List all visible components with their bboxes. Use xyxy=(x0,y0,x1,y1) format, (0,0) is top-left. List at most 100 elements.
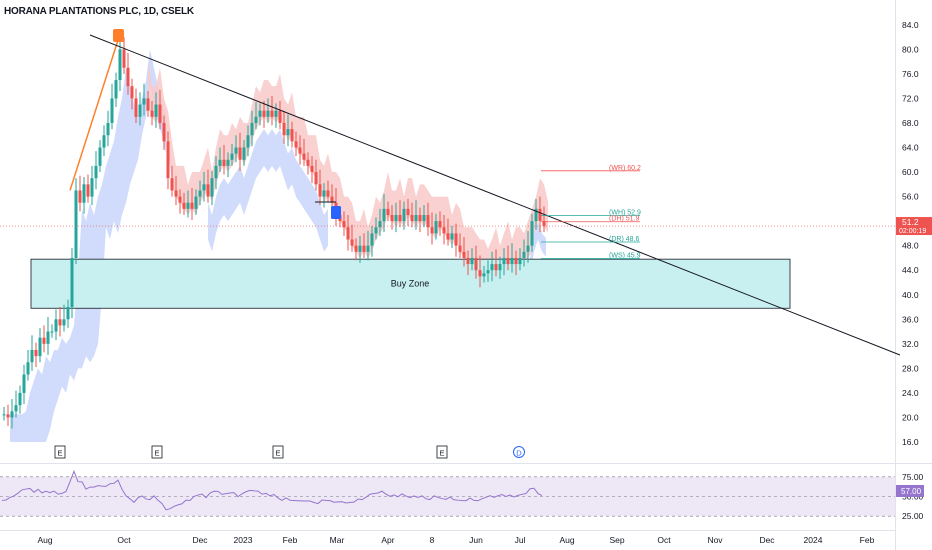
buy-zone-box[interactable] xyxy=(30,258,791,309)
earnings-marker[interactable] xyxy=(151,445,163,459)
candle-body[interactable] xyxy=(178,196,182,203)
candle-body[interactable] xyxy=(134,98,138,117)
candle-body[interactable] xyxy=(246,135,250,148)
candle-body[interactable] xyxy=(258,110,262,117)
candle-body[interactable] xyxy=(226,159,230,166)
candle-body[interactable] xyxy=(450,233,454,240)
candle-body[interactable] xyxy=(270,110,274,117)
candle-body[interactable] xyxy=(102,135,106,148)
candle-body[interactable] xyxy=(530,221,534,246)
candle-body[interactable] xyxy=(26,362,30,375)
candle-body[interactable] xyxy=(154,104,158,117)
candle-body[interactable] xyxy=(198,190,202,197)
candle-body[interactable] xyxy=(22,374,26,393)
descending-trendline[interactable] xyxy=(89,34,901,356)
candle-body[interactable] xyxy=(406,208,410,215)
candle-body[interactable] xyxy=(14,405,18,412)
candle-body[interactable] xyxy=(370,233,374,246)
candle-body[interactable] xyxy=(210,178,214,197)
candle-body[interactable] xyxy=(122,49,126,68)
candle-body[interactable] xyxy=(174,190,178,197)
candle-body[interactable] xyxy=(262,110,266,117)
candle-body[interactable] xyxy=(330,196,334,203)
candle-body[interactable] xyxy=(30,349,34,363)
candle-body[interactable] xyxy=(34,349,38,357)
dividend-marker[interactable] xyxy=(513,446,525,458)
candle-body[interactable] xyxy=(62,319,66,326)
candle-body[interactable] xyxy=(390,214,394,222)
candle-body[interactable] xyxy=(350,239,354,246)
candle-body[interactable] xyxy=(166,141,170,179)
candle-body[interactable] xyxy=(506,257,510,265)
candle-body[interactable] xyxy=(278,110,282,123)
candle-body[interactable] xyxy=(162,122,166,142)
candle-body[interactable] xyxy=(474,257,478,271)
candle-body[interactable] xyxy=(6,414,10,418)
candle-body[interactable] xyxy=(478,270,482,277)
candle-body[interactable] xyxy=(510,257,514,265)
earnings-marker[interactable] xyxy=(54,445,66,459)
candle-body[interactable] xyxy=(498,264,502,271)
candle-body[interactable] xyxy=(494,264,498,271)
candle-body[interactable] xyxy=(446,233,450,240)
candle-body[interactable] xyxy=(434,221,438,234)
candle-body[interactable] xyxy=(190,202,194,209)
candle-body[interactable] xyxy=(326,190,330,197)
candle-body[interactable] xyxy=(130,86,134,99)
candle-body[interactable] xyxy=(414,214,418,222)
candle-body[interactable] xyxy=(142,98,146,105)
candle-body[interactable] xyxy=(58,319,62,326)
candle-body[interactable] xyxy=(482,273,486,277)
candle-body[interactable] xyxy=(254,116,258,123)
candle-body[interactable] xyxy=(78,190,82,203)
candle-body[interactable] xyxy=(146,98,150,111)
candle-body[interactable] xyxy=(398,214,402,222)
candle-body[interactable] xyxy=(222,159,226,166)
candle-body[interactable] xyxy=(514,257,518,265)
candle-body[interactable] xyxy=(238,147,242,160)
candle-body[interactable] xyxy=(534,208,538,222)
candle-body[interactable] xyxy=(298,147,302,154)
candle-body[interactable] xyxy=(366,245,370,252)
candle-body[interactable] xyxy=(306,159,310,166)
candle-body[interactable] xyxy=(206,184,210,197)
candle-body[interactable] xyxy=(10,411,14,418)
candle-body[interactable] xyxy=(46,331,50,344)
candle-body[interactable] xyxy=(114,80,118,99)
candle-body[interactable] xyxy=(82,184,86,203)
candle-body[interactable] xyxy=(382,208,386,222)
candle-body[interactable] xyxy=(86,184,90,197)
candle-body[interactable] xyxy=(374,227,378,234)
candle-body[interactable] xyxy=(290,129,294,142)
candle-body[interactable] xyxy=(118,49,122,81)
candle-body[interactable] xyxy=(274,110,278,117)
candle-body[interactable] xyxy=(430,227,434,234)
candle-body[interactable] xyxy=(286,129,290,136)
candle-body[interactable] xyxy=(354,245,358,252)
candle-body[interactable] xyxy=(18,392,22,406)
candle-body[interactable] xyxy=(542,221,546,227)
candle-body[interactable] xyxy=(138,104,142,117)
candle-body[interactable] xyxy=(214,165,218,179)
candle-body[interactable] xyxy=(230,153,234,160)
candle-body[interactable] xyxy=(346,227,350,240)
candle-body[interactable] xyxy=(462,251,466,258)
candle-body[interactable] xyxy=(394,214,398,222)
candle-body[interactable] xyxy=(454,233,458,246)
candle-body[interactable] xyxy=(438,221,442,228)
candle-body[interactable] xyxy=(94,165,98,179)
candle-body[interactable] xyxy=(106,122,110,136)
candle-body[interactable] xyxy=(362,245,366,252)
peak-marker[interactable] xyxy=(113,29,124,42)
candle-body[interactable] xyxy=(422,214,426,222)
candle-body[interactable] xyxy=(466,257,470,265)
candle-body[interactable] xyxy=(38,337,42,357)
candle-body[interactable] xyxy=(150,110,154,117)
candle-body[interactable] xyxy=(386,208,390,215)
candle-body[interactable] xyxy=(90,178,94,197)
candle-body[interactable] xyxy=(302,153,306,160)
candle-body[interactable] xyxy=(234,147,238,154)
candle-body[interactable] xyxy=(518,257,522,265)
candle-body[interactable] xyxy=(54,319,58,332)
